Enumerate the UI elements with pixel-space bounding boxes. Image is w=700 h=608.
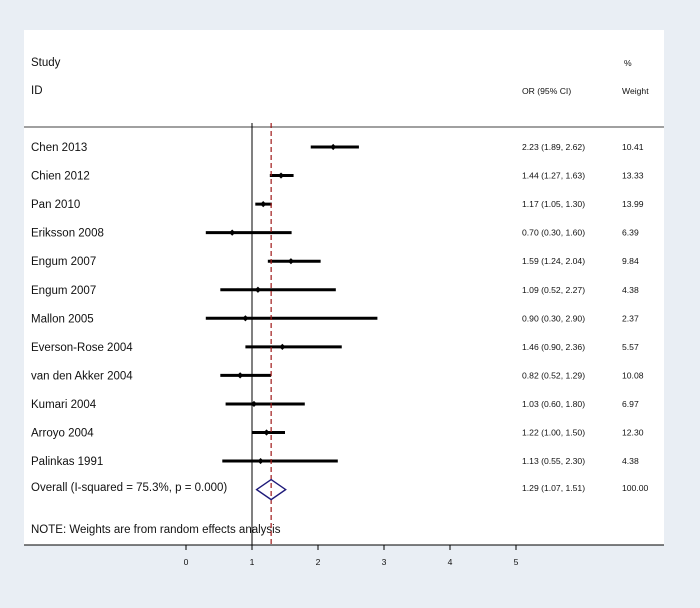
x-tick-label: 5: [514, 557, 519, 567]
x-axis: 0 1 2 3 4 5: [24, 544, 664, 567]
overall-label: Overall (I-squared = 75.3%, p = 0.000): [31, 482, 227, 494]
study-weight: 10.41: [622, 142, 644, 152]
study-rows: Chen 2013 2.23 (1.89, 2.62) 10.41 Chien 201…: [31, 142, 644, 468]
study-point: [254, 286, 262, 293]
study-row: Pan 2010 1.17 (1.05, 1.30) 13.99: [31, 199, 644, 211]
study-id: Kumari 2004: [31, 399, 97, 411]
study-ci-text: 1.13 (0.55, 2.30): [522, 456, 585, 466]
study-ci-text: 0.82 (0.52, 1.29): [522, 370, 585, 380]
x-tick-label: 3: [382, 557, 387, 567]
study-point: [242, 315, 249, 322]
study-ci-text: 1.22 (1.00, 1.50): [522, 428, 585, 438]
study-weight: 10.08: [622, 370, 644, 380]
header-study: Study: [31, 57, 61, 69]
study-row: Everson-Rose 2004 1.46 (0.90, 2.36) 5.57: [31, 342, 639, 354]
study-weight: 12.30: [622, 428, 644, 438]
study-point: [287, 258, 295, 265]
study-weight: 6.39: [622, 228, 639, 238]
study-row: Engum 2007 1.09 (0.52, 2.27) 4.38: [31, 285, 639, 297]
study-weight: 5.57: [622, 342, 639, 352]
study-row: Chien 2012 1.44 (1.27, 1.63) 13.33: [31, 171, 644, 183]
study-id: Palinkas 1991: [31, 456, 103, 468]
study-weight: 9.84: [622, 256, 639, 266]
overall-ci-text: 1.29 (1.07, 1.51): [522, 483, 585, 493]
study-weight: 4.38: [622, 456, 639, 466]
x-tick-label: 0: [184, 557, 189, 567]
study-weight: 13.99: [622, 199, 644, 209]
study-point: [257, 457, 264, 465]
study-id: Engum 2007: [31, 256, 96, 268]
header-pct: %: [624, 58, 632, 68]
study-row: Kumari 2004 1.03 (0.60, 1.80) 6.97: [31, 399, 639, 411]
study-id: Mallon 2005: [31, 313, 94, 325]
study-ci-text: 1.03 (0.60, 1.80): [522, 399, 585, 409]
note-text: NOTE: Weights are from random effects an…: [31, 524, 281, 536]
study-weight: 13.33: [622, 171, 644, 181]
study-ci-text: 2.23 (1.89, 2.62): [522, 142, 585, 152]
study-point: [277, 172, 285, 179]
study-row: Eriksson 2008 0.70 (0.30, 1.60) 6.39: [31, 228, 639, 240]
study-ci-text: 0.90 (0.30, 2.90): [522, 313, 585, 323]
study-id: Arroyo 2004: [31, 428, 94, 440]
study-point: [229, 229, 236, 236]
study-row: Arroyo 2004 1.22 (1.00, 1.50) 12.30: [31, 428, 644, 440]
header-id: ID: [31, 85, 43, 97]
header-or: OR (95% CI): [522, 86, 571, 96]
study-point: [279, 343, 286, 350]
study-weight: 4.38: [622, 285, 639, 295]
study-row: Mallon 2005 0.90 (0.30, 2.90) 2.37: [31, 313, 639, 325]
study-point: [330, 143, 337, 151]
study-point: [237, 372, 244, 379]
study-weight: 6.97: [622, 399, 639, 409]
study-ci-text: 1.44 (1.27, 1.63): [522, 171, 585, 181]
study-row: Chen 2013 2.23 (1.89, 2.62) 10.41: [31, 142, 644, 154]
study-id: Chien 2012: [31, 171, 90, 183]
study-ci-text: 1.17 (1.05, 1.30): [522, 199, 585, 209]
study-row: Engum 2007 1.59 (1.24, 2.04) 9.84: [31, 256, 639, 268]
reference-lines: [251, 123, 287, 545]
study-row: van den Akker 2004 0.82 (0.52, 1.29) 10.08: [31, 370, 644, 382]
study-id: Engum 2007: [31, 285, 96, 297]
study-row: Palinkas 1991 1.13 (0.55, 2.30) 4.38: [31, 456, 639, 468]
study-id: Eriksson 2008: [31, 228, 104, 240]
study-id: Everson-Rose 2004: [31, 342, 133, 354]
x-tick-label: 2: [316, 557, 321, 567]
study-id: Chen 2013: [31, 142, 87, 154]
x-tick-label: 4: [448, 557, 453, 567]
study-ci-text: 1.59 (1.24, 2.04): [522, 256, 585, 266]
study-ci-text: 0.70 (0.30, 1.60): [522, 228, 585, 238]
study-point: [263, 429, 270, 436]
overall-weight: 100.00: [622, 483, 649, 493]
study-ci-text: 1.46 (0.90, 2.36): [522, 342, 585, 352]
plot-panel: [24, 30, 664, 545]
study-point: [260, 200, 267, 208]
header-weight: Weight: [622, 86, 649, 96]
study-weight: 2.37: [622, 313, 639, 323]
overall-diamond: [255, 478, 287, 501]
study-id: Pan 2010: [31, 199, 80, 211]
study-ci-text: 1.09 (0.52, 2.27): [522, 285, 585, 295]
study-id: van den Akker 2004: [31, 370, 133, 382]
x-tick-label: 1: [250, 557, 255, 567]
